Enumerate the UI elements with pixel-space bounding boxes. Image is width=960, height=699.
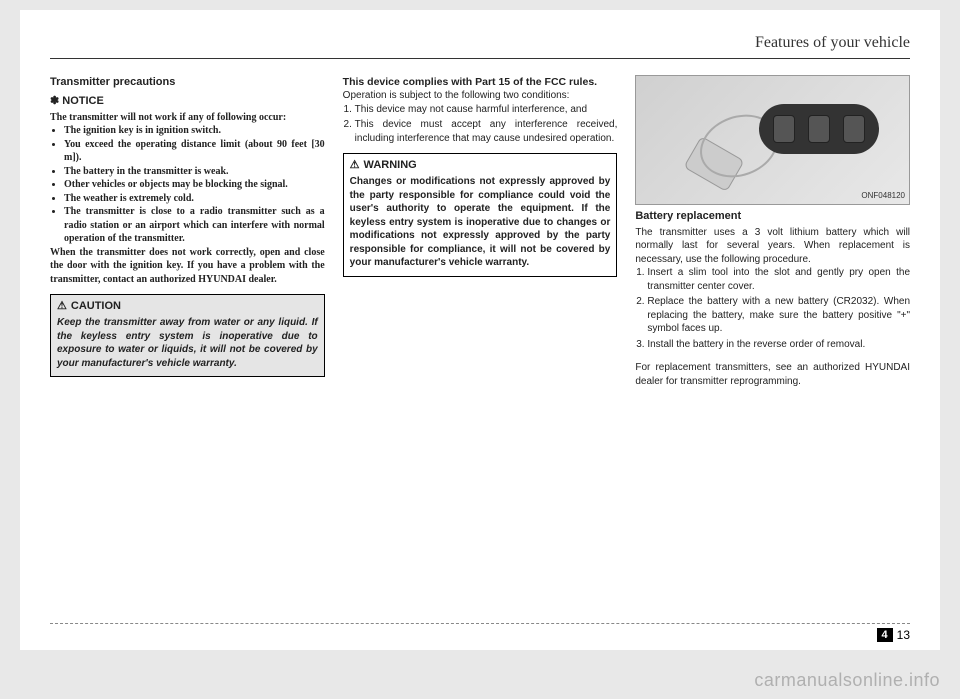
notice-item: The transmitter is close to a radio tran… — [64, 205, 325, 246]
column-1: Transmitter precautions ✽ NOTICE The tra… — [50, 75, 325, 388]
page-footer: 4 13 — [50, 623, 910, 642]
keyfob-image: ONF048120 — [635, 75, 910, 205]
battery-step: Replace the battery with a new battery (… — [647, 295, 910, 336]
notice-list: The ignition key is in ignition switch. … — [50, 124, 325, 246]
battery-outro: For replacement transmitters, see an aut… — [635, 361, 910, 388]
fcc-item: This device may not cause harmful interf… — [355, 103, 618, 117]
column-2: This device complies with Part 15 of the… — [343, 75, 618, 388]
fob-button — [773, 115, 795, 143]
fob-button — [843, 115, 865, 143]
chapter-number: 4 — [877, 628, 893, 642]
caution-text: Keep the transmitter away from water or … — [57, 316, 318, 370]
fcc-intro: Operation is subject to the following tw… — [343, 89, 618, 103]
warning-box: ⚠ WARNING Changes or modifications not e… — [343, 153, 618, 276]
warning-title-row: ⚠ WARNING — [350, 158, 611, 173]
image-code: ONF048120 — [861, 191, 905, 202]
caution-box: ⚠ CAUTION Keep the transmitter away from… — [50, 294, 325, 377]
column-3: ONF048120 Battery replacement The transm… — [635, 75, 910, 388]
page-number: 13 — [897, 628, 910, 642]
notice-outro: When the transmitter does not work corre… — [50, 246, 325, 287]
notice-intro: The transmitter will not work if any of … — [50, 111, 325, 125]
notice-item: The battery in the transmitter is weak. — [64, 165, 325, 179]
notice-item: The ignition key is in ignition switch. — [64, 124, 325, 138]
notice-label: ✽ NOTICE — [50, 94, 325, 109]
warning-title: WARNING — [364, 158, 417, 173]
warning-triangle-icon: ⚠ — [57, 299, 67, 314]
manual-page: Features of your vehicle Transmitter pre… — [20, 10, 940, 650]
transmitter-heading: Transmitter precautions — [50, 75, 325, 90]
notice-item: You exceed the operating distance limit … — [64, 138, 325, 165]
notice-item: Other vehicles or objects may be blockin… — [64, 178, 325, 192]
notice-item: The weather is extremely cold. — [64, 192, 325, 206]
warning-text: Changes or modifications not expressly a… — [350, 175, 611, 270]
battery-heading: Battery replacement — [635, 209, 910, 224]
notice-body: The transmitter will not work if any of … — [50, 111, 325, 287]
watermark: carmanualsonline.info — [754, 670, 940, 691]
battery-steps: Insert a slim tool into the slot and gen… — [635, 266, 910, 351]
fcc-heading: This device complies with Part 15 of the… — [343, 75, 618, 89]
fcc-item: This device must accept any interference… — [355, 118, 618, 145]
fob-button — [808, 115, 830, 143]
battery-intro: The transmitter uses a 3 volt lithium ba… — [635, 226, 910, 267]
fcc-list: This device may not cause harmful interf… — [343, 103, 618, 146]
key-fob — [759, 104, 879, 154]
caution-title: CAUTION — [71, 299, 121, 314]
battery-step: Install the battery in the reverse order… — [647, 338, 910, 352]
warning-triangle-icon: ⚠ — [350, 158, 360, 173]
battery-step: Insert a slim tool into the slot and gen… — [647, 266, 910, 293]
caution-title-row: ⚠ CAUTION — [57, 299, 318, 314]
content-columns: Transmitter precautions ✽ NOTICE The tra… — [50, 75, 910, 388]
section-header: Features of your vehicle — [50, 34, 910, 59]
